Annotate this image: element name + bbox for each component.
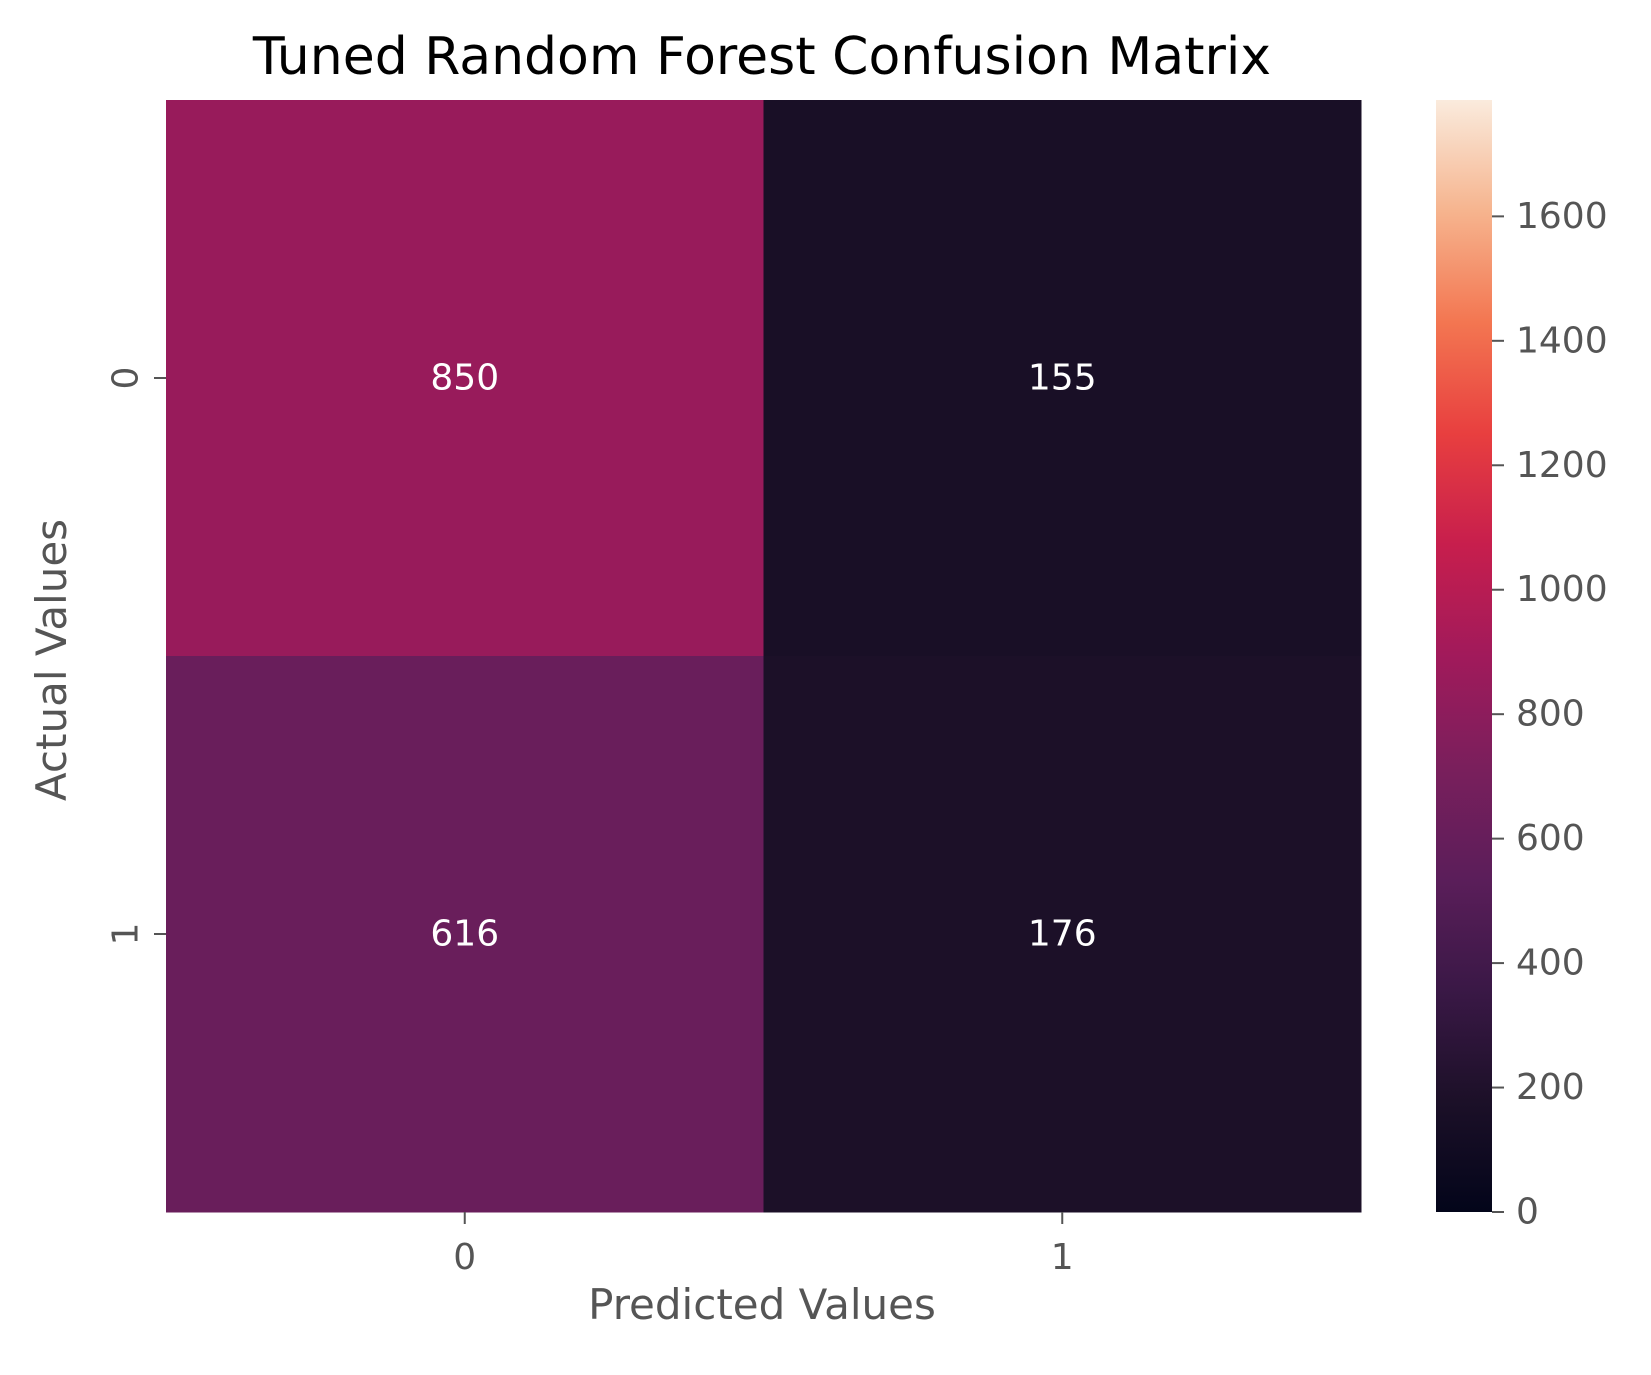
y-axis: 01 [106, 367, 166, 946]
colorbar-tick-label-6: 1200 [1516, 445, 1608, 486]
colorbar-tick-label-8: 1600 [1516, 196, 1608, 237]
colorbar-axis: 0 200 400 600 800 1000 1200 1400 1600 [1492, 196, 1608, 1233]
colorbar [1436, 100, 1492, 1212]
colorbar-tick-label-3: 600 [1516, 818, 1585, 859]
y-tick-label-1: 1 [106, 923, 147, 946]
heatmap-cell-0-1 [763, 100, 1362, 657]
heatmap-cells [166, 100, 1362, 1213]
colorbar-tick-label-2: 400 [1516, 943, 1585, 984]
y-axis-label: Actual Values [27, 519, 76, 801]
colorbar-tick-label-1: 200 [1516, 1067, 1585, 1108]
x-tick-label-0: 0 [453, 1237, 476, 1278]
colorbar-tick-label-0: 0 [1516, 1192, 1539, 1233]
colorbar-tick-label-5: 1000 [1516, 569, 1608, 610]
heatmap-cell-0-0 [166, 100, 764, 657]
heatmap-cell-1-0 [166, 656, 764, 1213]
cell-value-label-1-1: 176 [1028, 914, 1097, 955]
heatmap-cell-1-1 [763, 656, 1362, 1213]
cell-value-label-1-0: 616 [430, 914, 499, 955]
cell-value-labels: 850 155 616 176 [430, 358, 1096, 955]
x-axis-label: Predicted Values [588, 1280, 936, 1329]
x-tick-label-1: 1 [1051, 1237, 1074, 1278]
cell-value-label-0-1: 155 [1028, 358, 1097, 399]
chart-title: Tuned Random Forest Confusion Matrix [252, 27, 1271, 87]
y-tick-label-0: 0 [106, 367, 147, 390]
colorbar-tick-label-4: 800 [1516, 694, 1585, 735]
colorbar-tick-label-7: 1400 [1516, 320, 1608, 361]
cell-value-label-0-0: 850 [430, 358, 499, 399]
